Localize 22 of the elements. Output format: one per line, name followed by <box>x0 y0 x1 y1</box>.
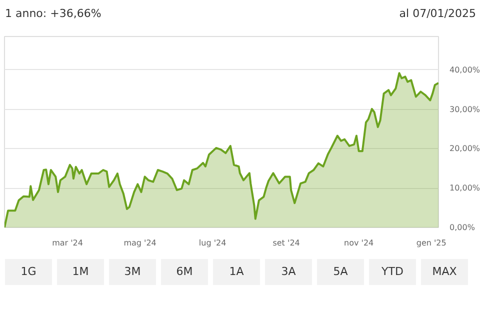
text: 6M <box>161 259 208 285</box>
text: 1G <box>5 259 52 285</box>
chart-title: 1 anno: +36,66% <box>5 6 102 22</box>
text: 1M <box>57 259 104 285</box>
text: YTD <box>369 259 416 285</box>
text: 3M <box>109 259 156 285</box>
x-tick-label: nov '24 <box>344 238 374 248</box>
x-tick-label: mag '24 <box>124 238 156 248</box>
x-tick-label: set '24 <box>272 238 300 248</box>
x-tick-label: mar '24 <box>52 238 83 248</box>
y-tick-label: 20,00% <box>450 144 480 154</box>
y-tick-label: 10,00% <box>450 184 480 193</box>
text: MAX <box>421 259 468 285</box>
text: 1A <box>213 259 260 285</box>
y-tick-label: 0,00% <box>450 223 476 232</box>
chart-subtitle: al 07/01/2025 <box>399 6 476 22</box>
y-tick-label: 30,00% <box>450 104 480 114</box>
x-tick-label: lug '24 <box>198 238 226 248</box>
text: 3A <box>265 259 312 285</box>
x-tick-label: gen '25 <box>416 238 446 248</box>
y-tick-label: 40,00% <box>450 65 480 74</box>
text: 5A <box>317 259 364 285</box>
